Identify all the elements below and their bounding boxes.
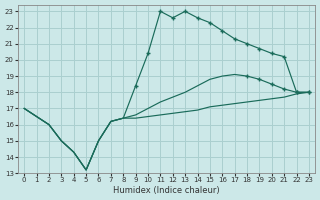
X-axis label: Humidex (Indice chaleur): Humidex (Indice chaleur) xyxy=(113,186,220,195)
